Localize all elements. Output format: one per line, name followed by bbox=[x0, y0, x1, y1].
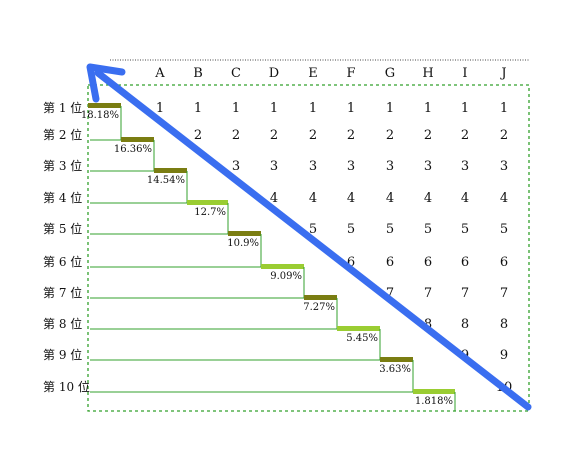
rank-cell: 4 bbox=[461, 191, 469, 206]
rank-cell: 2 bbox=[500, 128, 508, 143]
rank-cell: 3 bbox=[461, 159, 469, 174]
rank-cell: 1 bbox=[500, 101, 508, 116]
column-header: H bbox=[422, 66, 433, 81]
rank-cell: 4 bbox=[309, 191, 317, 206]
column-header: B bbox=[193, 66, 203, 81]
rank-cell: 2 bbox=[270, 128, 278, 143]
step-bar bbox=[380, 357, 413, 362]
percentage-label: 14.54% bbox=[147, 175, 185, 186]
percentage-label: 9.09% bbox=[270, 271, 302, 282]
column-header: D bbox=[269, 66, 279, 81]
row-label: 第 5 位 bbox=[43, 221, 82, 236]
row-label: 第 10 位 bbox=[43, 379, 90, 394]
table-border bbox=[87, 84, 530, 412]
rank-cell: 6 bbox=[500, 255, 508, 270]
rank-cell: 5 bbox=[347, 222, 355, 237]
rank-cell: 4 bbox=[500, 191, 508, 206]
rank-cell: 2 bbox=[309, 128, 317, 143]
column-header: A bbox=[154, 66, 165, 81]
diagonal-arrow-shaft bbox=[94, 69, 532, 411]
rank-cell: 1 bbox=[386, 101, 394, 116]
percentage-label: 16.36% bbox=[114, 144, 152, 155]
rank-cell: 3 bbox=[386, 159, 394, 174]
step-bar bbox=[88, 103, 121, 108]
step-bar bbox=[413, 389, 455, 394]
rank-cell: 3 bbox=[270, 159, 278, 174]
row-label: 第 7 位 bbox=[43, 285, 82, 300]
percentage-label: 3.63% bbox=[379, 364, 411, 375]
rank-cell: 7 bbox=[461, 286, 469, 301]
rank-cell: 5 bbox=[309, 222, 317, 237]
rank-cell: 5 bbox=[386, 222, 394, 237]
rank-cell: 7 bbox=[500, 286, 508, 301]
rank-cell: 3 bbox=[424, 159, 432, 174]
step-bar bbox=[337, 326, 380, 331]
column-header: I bbox=[462, 66, 467, 81]
rank-cell: 9 bbox=[500, 348, 508, 363]
rank-cell: 6 bbox=[386, 255, 394, 270]
rank-cell: 3 bbox=[347, 159, 355, 174]
rank-cell: 1 bbox=[461, 101, 469, 116]
rank-cell: 2 bbox=[232, 128, 240, 143]
percentage-label: 1.818% bbox=[415, 396, 453, 407]
column-header: F bbox=[346, 66, 355, 81]
percentage-label: 5.45% bbox=[346, 333, 378, 344]
column-header: C bbox=[231, 66, 241, 81]
column-header: J bbox=[499, 66, 506, 81]
rank-cell: 1 bbox=[424, 101, 432, 116]
row-label: 第 8 位 bbox=[43, 316, 82, 331]
rank-cell: 1 bbox=[309, 101, 317, 116]
column-header: E bbox=[308, 66, 318, 81]
step-bar bbox=[121, 137, 154, 142]
percentage-label: 7.27% bbox=[303, 302, 335, 313]
rank-cell: 1 bbox=[194, 101, 202, 116]
rank-cell: 7 bbox=[424, 286, 432, 301]
rank-cell: 1 bbox=[270, 101, 278, 116]
rank-cell: 4 bbox=[386, 191, 394, 206]
rank-cell: 1 bbox=[156, 101, 164, 116]
rank-cell: 7 bbox=[386, 286, 394, 301]
rank-cell: 1 bbox=[232, 101, 240, 116]
rank-cell: 6 bbox=[347, 255, 355, 270]
percentage-label: 18.18% bbox=[81, 110, 119, 121]
row-label: 第 9 位 bbox=[43, 347, 82, 362]
rank-cell: 2 bbox=[194, 128, 202, 143]
step-bar bbox=[187, 200, 228, 205]
rank-cell: 1 bbox=[347, 101, 355, 116]
rank-cell: 8 bbox=[424, 317, 432, 332]
arrow-head-icon bbox=[86, 63, 126, 103]
rank-cell: 3 bbox=[309, 159, 317, 174]
row-label: 第 3 位 bbox=[43, 158, 82, 173]
row-label: 第 4 位 bbox=[43, 190, 82, 205]
rank-cell: 3 bbox=[500, 159, 508, 174]
step-bar bbox=[261, 264, 304, 269]
percentage-label: 10.9% bbox=[227, 238, 259, 249]
rank-cell: 4 bbox=[347, 191, 355, 206]
rank-cell: 4 bbox=[270, 191, 278, 206]
rank-cell: 2 bbox=[424, 128, 432, 143]
rank-cell: 2 bbox=[461, 128, 469, 143]
step-bar bbox=[228, 231, 261, 236]
rank-cell: 6 bbox=[461, 255, 469, 270]
rank-cell: 5 bbox=[500, 222, 508, 237]
rank-cell: 5 bbox=[461, 222, 469, 237]
percentage-label: 12.7% bbox=[194, 207, 226, 218]
row-label: 第 6 位 bbox=[43, 254, 82, 269]
rank-cell: 8 bbox=[461, 317, 469, 332]
rank-cell: 6 bbox=[424, 255, 432, 270]
row-label: 第 1 位 bbox=[43, 100, 82, 115]
rank-cell: 2 bbox=[386, 128, 394, 143]
rank-cell: 2 bbox=[347, 128, 355, 143]
rank-cell: 5 bbox=[424, 222, 432, 237]
column-header: G bbox=[385, 66, 395, 81]
step-bar bbox=[304, 295, 337, 300]
row-label: 第 2 位 bbox=[43, 127, 82, 142]
rank-cell: 3 bbox=[232, 159, 240, 174]
rank-cell: 4 bbox=[424, 191, 432, 206]
step-bar bbox=[154, 168, 187, 173]
rank-cell: 8 bbox=[500, 317, 508, 332]
